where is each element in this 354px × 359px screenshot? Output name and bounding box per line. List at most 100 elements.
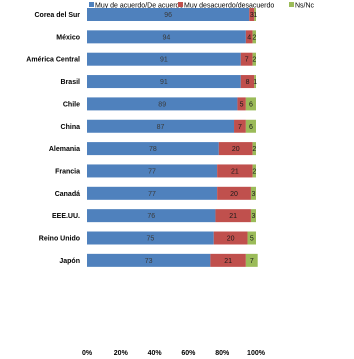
bar-segment-muy-desacuerdo-desacuerdo bbox=[234, 119, 246, 133]
data-label: 96 bbox=[164, 12, 172, 19]
data-label: 94 bbox=[163, 34, 171, 41]
x-tick-label: 60% bbox=[181, 350, 196, 357]
data-label: 87 bbox=[157, 124, 165, 131]
bar-segment-muy-desacuerdo-desacuerdo bbox=[213, 231, 248, 245]
data-label: 2 bbox=[252, 146, 256, 153]
bar-segment-muy-desacuerdo-desacuerdo bbox=[245, 30, 253, 44]
data-label: 3 bbox=[252, 191, 256, 198]
data-label: 1 bbox=[253, 79, 257, 86]
category-label-corea-del-sur: Corea del Sur bbox=[34, 12, 80, 19]
bar-segment-ns-nc bbox=[250, 209, 256, 223]
bar-segment-ns-nc bbox=[250, 186, 256, 200]
data-label: 8 bbox=[246, 79, 250, 86]
data-label: 1 bbox=[253, 12, 257, 19]
bar-segment-muy-de-acuerdo-de-acuerdo bbox=[87, 8, 250, 21]
chart-legend: Muy de acuerdo/De acuerdo Muy desacuerdo/… bbox=[89, 2, 315, 10]
bar-segment-muy-desacuerdo-desacuerdo bbox=[237, 97, 246, 111]
legend-label-ns-nc: Ns/Nc bbox=[295, 3, 315, 10]
bar-segment-muy-desacuerdo-desacuerdo bbox=[218, 142, 253, 156]
category-label-canada: Canadá bbox=[55, 191, 80, 198]
bar-segment-muy-desacuerdo-desacuerdo bbox=[217, 186, 251, 200]
category-label-america-central: América Central bbox=[26, 57, 80, 64]
data-label: 3 bbox=[250, 12, 254, 19]
category-label-mexico: México bbox=[56, 34, 80, 41]
data-label: 76 bbox=[147, 213, 155, 220]
data-label: 21 bbox=[231, 168, 239, 175]
bar-segment-muy-desacuerdo-desacuerdo bbox=[217, 164, 253, 178]
bar-segment-ns-nc bbox=[252, 52, 256, 66]
data-label: 4 bbox=[247, 34, 251, 41]
bar-segment-muy-desacuerdo-desacuerdo bbox=[210, 253, 246, 267]
bar-segment-ns-nc bbox=[245, 253, 258, 267]
category-label-brasil: Brasil bbox=[61, 79, 81, 86]
legend-swatch-muy-desacuerdo-desacuerdo bbox=[178, 2, 183, 7]
data-label: 89 bbox=[158, 101, 166, 108]
category-label-chile: Chile bbox=[63, 101, 80, 108]
data-label: 91 bbox=[160, 57, 168, 64]
bar-segment-muy-de-acuerdo-de-acuerdo bbox=[87, 75, 241, 89]
bar-segment-muy-desacuerdo-desacuerdo bbox=[215, 209, 251, 223]
chart-axes: Corea del Sur México América Central Brasil… bbox=[26, 12, 265, 357]
data-label: 77 bbox=[148, 191, 156, 198]
bar-segment-muy-de-acuerdo-de-acuerdo bbox=[87, 97, 238, 111]
data-label: 78 bbox=[149, 146, 157, 153]
category-label-china: China bbox=[61, 124, 81, 131]
data-label: 5 bbox=[250, 236, 254, 243]
data-label: 75 bbox=[146, 236, 154, 243]
data-label: 7 bbox=[245, 57, 249, 64]
data-label: 91 bbox=[160, 79, 168, 86]
bar-segment-ns-nc bbox=[245, 119, 256, 133]
bar-segment-ns-nc bbox=[245, 97, 256, 111]
bar-segment-ns-nc bbox=[254, 8, 256, 21]
bar-segment-muy-de-acuerdo-de-acuerdo bbox=[87, 119, 235, 133]
bar-segment-muy-desacuerdo-desacuerdo bbox=[240, 75, 255, 89]
category-label-reino-unido: Reino Unido bbox=[39, 236, 80, 243]
data-label: 77 bbox=[148, 168, 156, 175]
legend-label-muy-desacuerdo-desacuerdo: Muy desacuerdo/desacuerdo bbox=[184, 3, 274, 10]
x-tick-label: 0% bbox=[82, 350, 93, 357]
data-label: 21 bbox=[224, 258, 232, 265]
data-label: 3 bbox=[252, 213, 256, 220]
bar-segment-muy-de-acuerdo-de-acuerdo bbox=[87, 186, 218, 200]
data-label: 7 bbox=[238, 124, 242, 131]
chart-bars: 96 3 194 4 291 7 291 8 189 5 687 7 678 20 277 21 277 20 37… bbox=[87, 8, 258, 267]
bar-segment-muy-de-acuerdo-de-acuerdo bbox=[87, 164, 218, 178]
x-tick-label: 20% bbox=[114, 350, 129, 357]
data-label: 6 bbox=[249, 101, 253, 108]
bar-segment-ns-nc bbox=[252, 164, 256, 178]
data-label: 21 bbox=[229, 213, 237, 220]
bar-segment-ns-nc bbox=[252, 30, 256, 44]
bar-segment-muy-de-acuerdo-de-acuerdo bbox=[87, 231, 214, 245]
bar-segment-ns-nc bbox=[254, 75, 256, 89]
category-label-eee-uu: EEE.UU. bbox=[52, 213, 80, 220]
x-tick-label: 40% bbox=[148, 350, 163, 357]
data-label: 20 bbox=[227, 236, 235, 243]
data-label: 5 bbox=[240, 101, 244, 108]
data-label: 20 bbox=[232, 146, 240, 153]
data-label: 2 bbox=[252, 34, 256, 41]
bar-segment-ns-nc bbox=[247, 231, 256, 245]
x-tick-label: 80% bbox=[215, 350, 230, 357]
data-label: 2 bbox=[252, 168, 256, 175]
bar-segment-muy-desacuerdo-desacuerdo bbox=[249, 8, 255, 21]
legend-swatch-muy-de-acuerdo-de-acuerdo bbox=[89, 2, 94, 7]
bar-segment-muy-de-acuerdo-de-acuerdo bbox=[87, 209, 216, 223]
category-label-francia: Francia bbox=[55, 168, 80, 175]
bar-segment-ns-nc bbox=[252, 142, 256, 156]
legend-swatch-ns-nc bbox=[289, 2, 294, 7]
data-label: 7 bbox=[250, 258, 254, 265]
legend-label-muy-de-acuerdo-de-acuerdo: Muy de acuerdo/De acuerdo bbox=[95, 3, 183, 10]
x-tick-label: 100% bbox=[247, 350, 266, 357]
data-label: 73 bbox=[145, 258, 153, 265]
data-label: 20 bbox=[230, 191, 238, 198]
bar-segment-muy-de-acuerdo-de-acuerdo bbox=[87, 253, 211, 267]
bar-segment-muy-desacuerdo-desacuerdo bbox=[240, 52, 253, 66]
bar-segment-muy-de-acuerdo-de-acuerdo bbox=[87, 142, 219, 156]
data-label: 6 bbox=[249, 124, 253, 131]
category-label-japon: Japón bbox=[59, 258, 80, 265]
bar-segment-muy-de-acuerdo-de-acuerdo bbox=[87, 30, 246, 44]
category-label-alemania: Alemania bbox=[49, 146, 80, 153]
bar-segment-muy-de-acuerdo-de-acuerdo bbox=[87, 52, 241, 66]
data-label: 2 bbox=[252, 57, 256, 64]
